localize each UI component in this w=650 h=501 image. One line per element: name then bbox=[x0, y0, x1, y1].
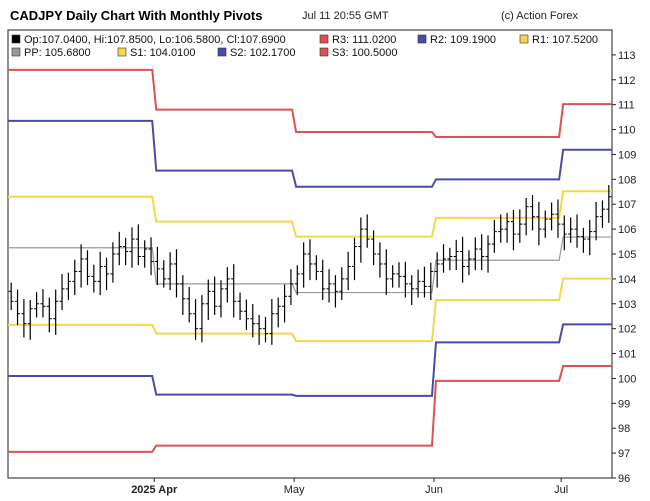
y-tick-label: 109 bbox=[618, 149, 636, 161]
legend-swatch bbox=[11, 47, 21, 57]
y-tick-label: 111 bbox=[618, 100, 635, 112]
y-tick-label: 108 bbox=[618, 174, 636, 186]
pivot-line-s3 bbox=[8, 365, 612, 453]
legend-label: Op:107.0400, Hi:107.8500, Lo:106.5800, C… bbox=[24, 34, 286, 46]
legend-swatch bbox=[319, 47, 329, 57]
legend-label: S1: 104.0100 bbox=[130, 47, 195, 59]
x-tick-label: 2025 Apr bbox=[131, 484, 178, 496]
legend-label: S3: 100.5000 bbox=[332, 47, 397, 59]
y-tick-label: 107 bbox=[618, 199, 636, 211]
legend-label: R2: 109.1900 bbox=[430, 34, 496, 46]
legend-label: R3: 111.0200 bbox=[332, 34, 396, 46]
y-tick-label: 104 bbox=[618, 274, 636, 286]
x-tick-label: Jul bbox=[554, 484, 568, 496]
y-tick-label: 102 bbox=[618, 324, 636, 336]
chart-header: CADJPY Daily Chart With Monthly Pivots J… bbox=[10, 6, 640, 26]
y-tick-label: 96 bbox=[618, 473, 630, 485]
y-tick-label: 113 bbox=[618, 50, 636, 62]
y-tick-label: 99 bbox=[618, 398, 630, 410]
legend-box bbox=[10, 32, 610, 60]
x-tick-label: May bbox=[284, 484, 305, 496]
pivot-line-r3 bbox=[8, 68, 612, 139]
y-tick-label: 106 bbox=[618, 224, 636, 236]
legend-swatch bbox=[319, 34, 329, 44]
pivot-line-s1 bbox=[8, 277, 612, 343]
x-tick-label: Jun bbox=[425, 484, 443, 496]
legend-label: PP: 105.6800 bbox=[24, 47, 91, 59]
y-tick-label: 112 bbox=[618, 75, 636, 87]
y-tick-label: 101 bbox=[618, 349, 636, 361]
pivot-line-r1 bbox=[8, 190, 612, 238]
legend-swatch bbox=[11, 34, 21, 44]
pivot-line-s2 bbox=[8, 323, 612, 397]
y-tick-label: 105 bbox=[618, 249, 636, 261]
y-tick-label: 110 bbox=[618, 125, 636, 137]
y-tick-label: 98 bbox=[618, 423, 630, 435]
legend-label: R1: 107.5200 bbox=[532, 34, 598, 46]
chart-credit: (c) Action Forex bbox=[500, 10, 578, 22]
chart-timestamp: Jul 11 20:55 GMT bbox=[302, 10, 389, 22]
legend-swatch bbox=[519, 34, 529, 44]
pivot-line-r2 bbox=[8, 119, 612, 188]
legend-label: S2: 102.1700 bbox=[230, 47, 295, 59]
legend-swatch bbox=[417, 34, 427, 44]
y-tick-label: 100 bbox=[618, 373, 636, 385]
y-tick-label: 103 bbox=[618, 299, 636, 311]
legend-swatch bbox=[217, 47, 227, 57]
chart-title: CADJPY Daily Chart With Monthly Pivots bbox=[10, 8, 263, 23]
legend-swatch bbox=[117, 47, 127, 57]
y-tick-label: 97 bbox=[618, 448, 630, 460]
